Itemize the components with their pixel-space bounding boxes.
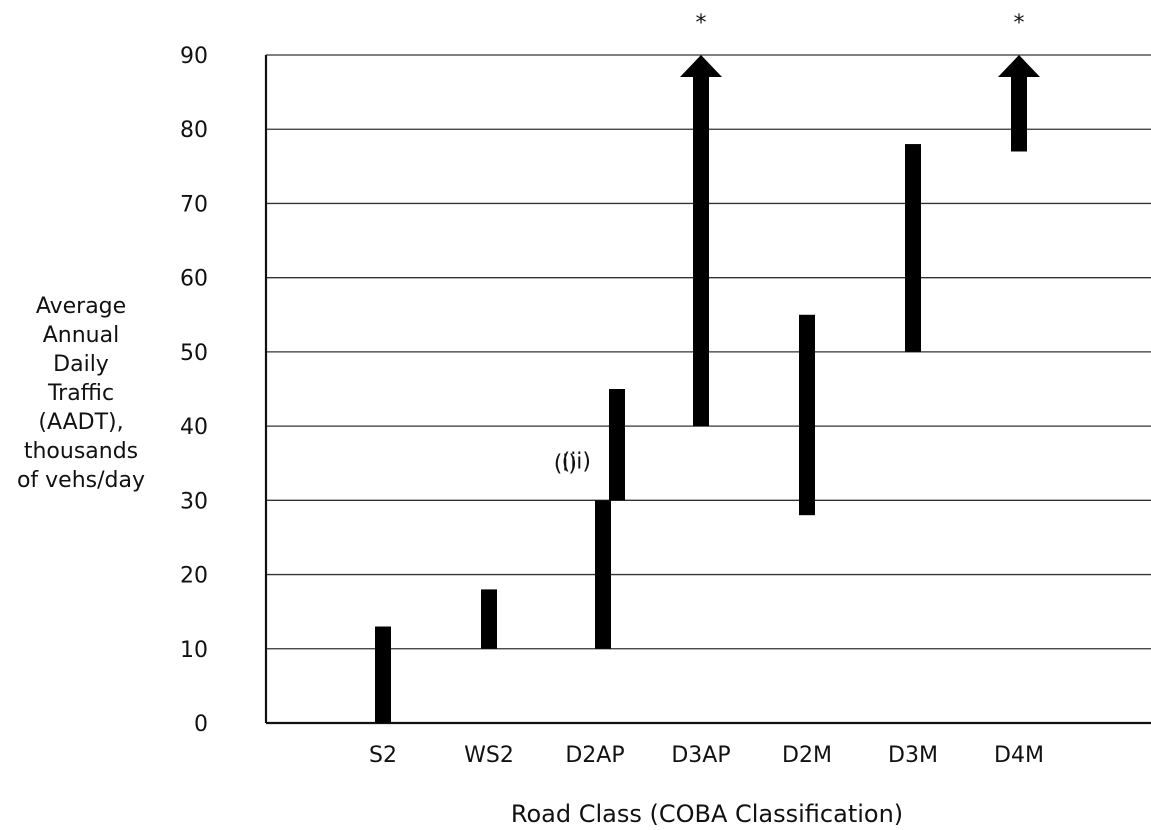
range-bar-D2AP-ii <box>609 389 625 501</box>
y-tick-label: 10 <box>180 638 208 663</box>
range-bar-D2M <box>799 314 815 516</box>
y-axis-label: Average Annual Daily Traffic (AADT), thousand… <box>17 294 145 493</box>
arrow-head-D3AP <box>680 55 722 77</box>
x-tick-label: D4M <box>994 743 1044 768</box>
y-axis-label-line: of vehs/day <box>17 468 145 493</box>
x-tick-labels: S2 WS2 D2AP D3AP D2M D3M D4M <box>369 743 1044 768</box>
y-tick-label: 20 <box>180 564 208 589</box>
x-tick-label: D2M <box>782 743 832 768</box>
y-axis-label-line: Daily <box>53 352 109 377</box>
y-tick-label: 50 <box>180 341 208 366</box>
range-bar-D3AP <box>693 77 709 427</box>
y-tick-label: 0 <box>194 712 208 737</box>
x-axis-label: Road Class (COBA Classification) <box>511 800 903 828</box>
arrow-head-D4M <box>998 55 1040 77</box>
x-tick-label: WS2 <box>464 743 514 768</box>
segment-label: (i) <box>554 451 577 476</box>
y-axis-label-line: Annual <box>43 323 119 348</box>
y-tick-label: 60 <box>180 267 208 292</box>
x-tick-label: D3AP <box>671 743 730 768</box>
range-bar-D3M <box>905 144 921 352</box>
y-axis-label-line: Average <box>36 294 126 319</box>
axes <box>264 55 1151 725</box>
x-tick-label: S2 <box>369 743 397 768</box>
range-bar-D4M <box>1011 77 1027 152</box>
y-axis-label-line: (AADT), <box>38 410 123 435</box>
y-tick-label: 90 <box>180 44 208 69</box>
y-tick-label: 70 <box>180 192 208 217</box>
range-bar-WS2 <box>481 589 497 649</box>
y-tick-label: 40 <box>180 415 208 440</box>
x-tick-label: D3M <box>888 743 938 768</box>
x-tick-label: D2AP <box>565 743 624 768</box>
y-axis-label-line: Traffic <box>47 381 114 406</box>
y-tick-label: 80 <box>180 118 208 143</box>
range-bar-D2AP-i <box>595 500 611 649</box>
range-bar-S2 <box>375 626 391 723</box>
range-bars: (i)(ii) * * <box>375 11 1040 723</box>
y-axis-label-line: thousands <box>24 439 138 464</box>
segment-label: (ii) <box>562 449 591 474</box>
y-tick-label: 30 <box>180 489 208 514</box>
open-ended-marker: * <box>1014 11 1025 36</box>
open-ended-marker: * <box>696 11 707 36</box>
y-tick-labels: 0 10 20 30 40 50 60 70 80 90 <box>180 44 208 737</box>
